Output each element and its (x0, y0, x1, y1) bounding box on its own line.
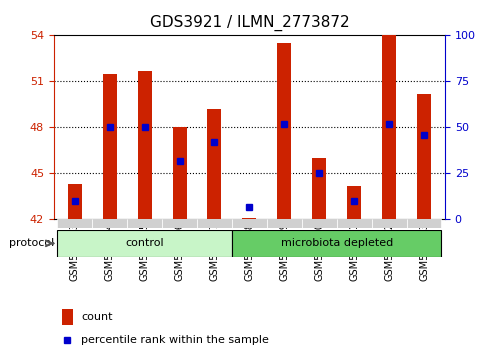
Bar (207, 109, 221, 219)
Bar (301, 219, 336, 228)
Bar (102, 74, 117, 219)
Bar (231, 219, 266, 228)
Bar (231, 230, 441, 257)
Bar (336, 219, 371, 228)
Title: GDS3921 / ILMN_2773872: GDS3921 / ILMN_2773872 (149, 15, 348, 31)
Bar (57, 219, 92, 228)
Bar (371, 219, 406, 228)
Bar (312, 158, 325, 219)
Text: control: control (125, 238, 163, 249)
Bar (68, 184, 81, 219)
Bar (266, 219, 301, 228)
Bar (242, 218, 256, 219)
Bar (416, 94, 430, 219)
Bar (172, 127, 186, 219)
Bar (197, 219, 231, 228)
Bar (346, 186, 361, 219)
Bar (277, 43, 291, 219)
Text: protocol: protocol (9, 238, 54, 249)
Text: count: count (81, 312, 112, 322)
Bar (92, 219, 127, 228)
Bar (57, 230, 231, 257)
Bar (127, 219, 162, 228)
Text: percentile rank within the sample: percentile rank within the sample (81, 335, 268, 346)
Bar (162, 219, 197, 228)
Bar (61, 309, 72, 325)
Bar (406, 219, 441, 228)
Bar (381, 35, 395, 219)
Bar (137, 71, 151, 219)
Text: microbiota depleted: microbiota depleted (280, 238, 392, 249)
